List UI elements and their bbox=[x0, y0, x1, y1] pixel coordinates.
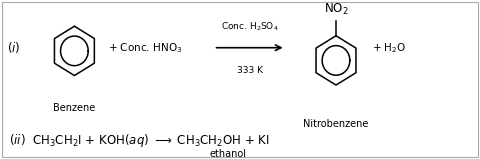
Text: Nitrobenzene: Nitrobenzene bbox=[303, 119, 369, 129]
Text: ethanol: ethanol bbox=[209, 149, 247, 159]
Text: Conc. H$_2$SO$_4$: Conc. H$_2$SO$_4$ bbox=[221, 21, 278, 33]
Text: 333 K: 333 K bbox=[237, 66, 263, 75]
Text: $(i)$: $(i)$ bbox=[7, 40, 21, 55]
Text: NO$_2$: NO$_2$ bbox=[324, 2, 348, 17]
Text: $(ii)$  CH$_3$CH$_2$I $+$ KOH$(aq)$ $\longrightarrow$ CH$_3$CH$_2$OH $+$ KI: $(ii)$ CH$_3$CH$_2$I $+$ KOH$(aq)$ $\lon… bbox=[9, 132, 269, 149]
Text: Benzene: Benzene bbox=[53, 103, 96, 113]
Text: $+$ Conc. HNO$_3$: $+$ Conc. HNO$_3$ bbox=[108, 41, 182, 55]
Text: $+$ H$_2$O: $+$ H$_2$O bbox=[372, 41, 407, 55]
